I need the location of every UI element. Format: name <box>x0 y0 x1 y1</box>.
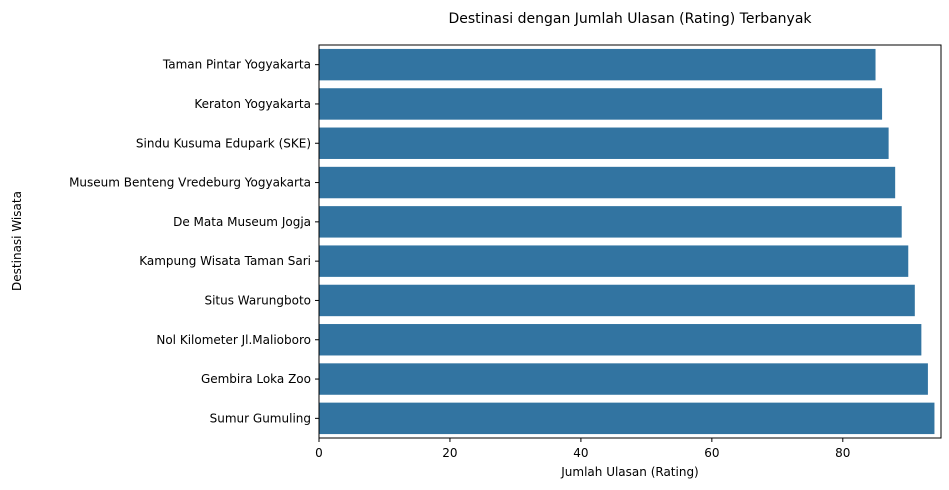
y-tick-label: Situs Warungboto <box>204 293 311 307</box>
y-tick-label: De Mata Museum Jogja <box>173 215 311 229</box>
x-ticks: 0 20 40 60 80 <box>315 438 850 460</box>
y-tick-label: Taman Pintar Yogyakarta <box>162 58 311 72</box>
axes-frame <box>318 44 942 439</box>
x-axis-label: Jumlah Ulasan (Rating) <box>560 465 699 479</box>
x-tick-label: 20 <box>442 446 457 460</box>
x-tick-label: 40 <box>573 446 588 460</box>
y-tick-label: Museum Benteng Vredeburg Yogyakarta <box>69 176 311 190</box>
y-tick-labels: Taman Pintar Yogyakarta Keraton Yogyakart… <box>69 58 319 425</box>
y-axis-label: Destinasi Wisata <box>10 191 24 291</box>
bar <box>319 324 922 356</box>
bars-group <box>319 48 935 435</box>
y-tick-label: Sindu Kusuma Edupark (SKE) <box>136 136 311 150</box>
x-tick-label: 0 <box>315 446 323 460</box>
y-tick-label: Sumur Gumuling <box>210 411 311 425</box>
bar <box>319 206 902 238</box>
x-tick-label: 80 <box>835 446 850 460</box>
y-tick-label: Nol Kilometer Jl.Malioboro <box>156 333 311 347</box>
bar <box>319 245 909 277</box>
bar <box>319 48 876 81</box>
bar <box>319 166 896 199</box>
bar <box>319 284 915 317</box>
bar <box>319 402 935 435</box>
x-tick-label: 60 <box>704 446 719 460</box>
y-tick-label: Keraton Yogyakarta <box>194 97 311 111</box>
bar <box>319 127 889 159</box>
y-tick-label: Gembira Loka Zoo <box>201 372 311 386</box>
chart-title: Destinasi dengan Jumlah Ulasan (Rating) … <box>448 11 812 27</box>
bar <box>319 88 883 120</box>
bar <box>319 363 928 395</box>
y-tick-label: Kampung Wisata Taman Sari <box>139 254 311 268</box>
